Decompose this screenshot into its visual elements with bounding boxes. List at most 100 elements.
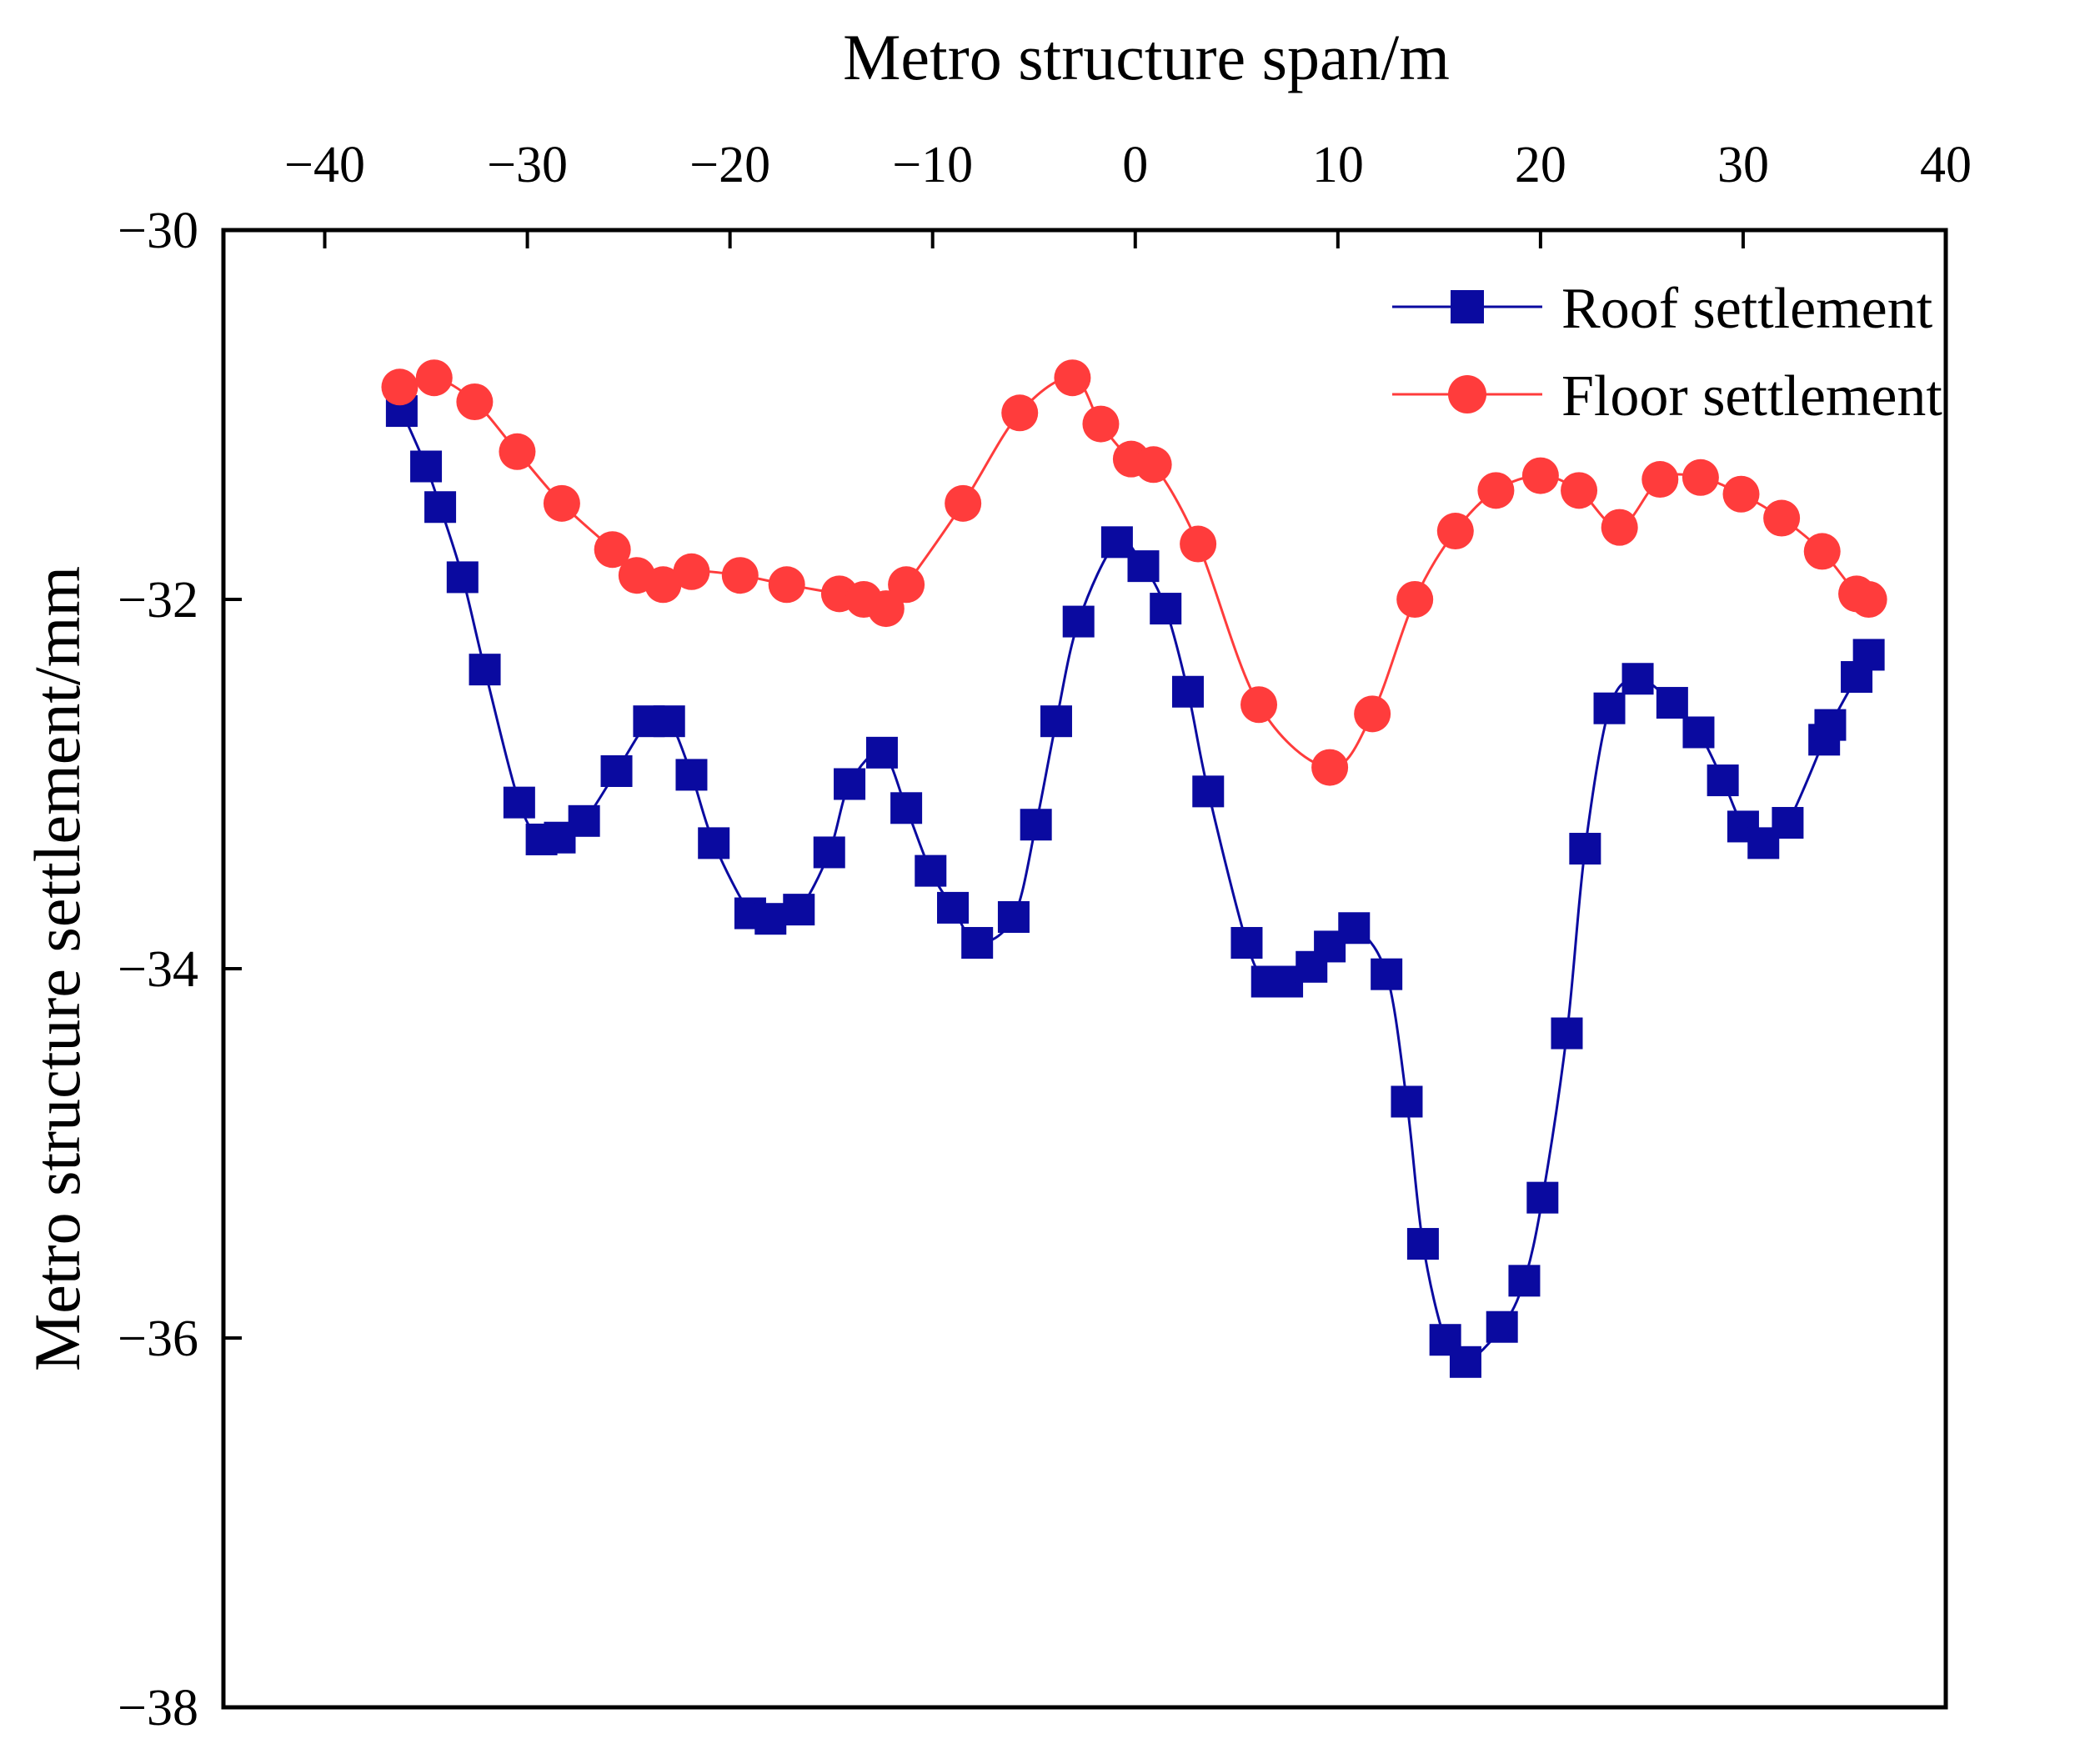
floor-settlement-point — [888, 566, 925, 604]
roof-settlement-point — [1192, 775, 1225, 808]
roof-settlement-point — [783, 894, 815, 926]
roof-settlement-point — [1593, 692, 1626, 724]
roof-settlement-point — [834, 768, 866, 800]
floor-settlement-point — [381, 368, 419, 406]
floor-settlement-point — [1850, 581, 1887, 618]
floor-settlement-point — [543, 484, 580, 522]
floor-settlement-point — [1521, 457, 1559, 494]
legend: Roof settlement Floor settlement — [1392, 277, 1942, 428]
x-tick-label: −40 — [284, 137, 365, 193]
floor-settlement-point — [644, 566, 682, 604]
y-tick-label: −32 — [118, 572, 198, 629]
floor-settlement-point — [1135, 446, 1172, 484]
floor-settlement-point — [1354, 695, 1391, 733]
roof-settlement-point — [698, 827, 730, 859]
roof-settlement-point — [754, 903, 787, 935]
data-series — [381, 359, 1887, 1378]
floor-settlement-point — [1763, 499, 1801, 537]
floor-settlement-point — [1054, 359, 1091, 397]
roof-settlement-point — [1230, 926, 1263, 959]
y-axis-title: Metro structure settlement/mm — [21, 566, 93, 1371]
floor-settlement-point — [673, 553, 710, 590]
floor-settlement-point — [867, 590, 905, 628]
floor-settlement-point — [594, 531, 631, 569]
roof-settlement-point — [1486, 1310, 1518, 1343]
floor-settlement-point — [1001, 394, 1039, 432]
roof-settlement-point — [469, 654, 501, 686]
floor-settlement-point — [945, 484, 982, 522]
plot-area-frame — [221, 228, 1948, 1710]
x-tick-label: 30 — [1717, 137, 1769, 193]
floor-settlement-point — [1561, 472, 1598, 509]
floor-settlement-point — [456, 383, 494, 420]
x-tick-label: −20 — [689, 137, 770, 193]
roof-settlement-point — [1449, 1346, 1481, 1378]
roof-settlement-point — [675, 759, 708, 791]
floor-settlement-point — [1682, 459, 1719, 496]
floor-settlement-point — [768, 566, 805, 604]
x-tick-label: 10 — [1312, 137, 1364, 193]
y-tick-label: −34 — [118, 941, 198, 998]
y-tick-label: −30 — [118, 203, 198, 259]
roof-settlement-point — [1406, 1228, 1439, 1260]
roof-settlement-point — [600, 754, 633, 787]
roof-settlement-point — [1371, 958, 1403, 990]
roof-settlement-point — [1852, 639, 1885, 671]
floor-settlement-point — [1240, 686, 1278, 724]
floor-settlement-point — [1722, 475, 1760, 513]
floor-settlement-point — [1311, 749, 1349, 786]
axis-ticks: −40 −30 −20 −10 0 10 20 30 40 −30 −32 −34 −36 −38 — [118, 137, 1972, 1736]
floor-settlement-point — [415, 359, 453, 397]
x-tick-label: −10 — [892, 137, 973, 193]
roof-settlement-point — [1621, 663, 1654, 695]
roof-settlement-point — [1551, 1017, 1583, 1050]
x-tick-label: 0 — [1122, 137, 1148, 193]
legend-floor-label: Floor settlement — [1561, 364, 1942, 428]
roof-settlement-point — [503, 786, 535, 819]
roof-settlement-point — [424, 491, 457, 524]
roof-settlement-point — [410, 450, 443, 483]
floor-settlement-point — [1477, 472, 1515, 509]
roof-settlement-point — [865, 736, 898, 769]
floor-settlement-point — [1396, 581, 1434, 618]
roof-settlement-point — [1040, 705, 1072, 738]
floor-settlement-point — [499, 433, 536, 470]
y-tick-label: −36 — [118, 1310, 198, 1367]
roof-settlement-point — [937, 891, 970, 924]
y-tick-label: −38 — [118, 1680, 198, 1736]
floor-settlement-point — [721, 557, 759, 594]
floor-settlement-point — [1803, 533, 1841, 570]
legend-roof-label: Roof settlement — [1561, 277, 1933, 341]
roof-settlement-point — [813, 836, 845, 869]
roof-settlement-point — [1020, 809, 1052, 841]
roof-settlement-point — [1150, 593, 1182, 625]
roof-settlement-point — [961, 926, 994, 959]
roof-settlement-point — [890, 792, 923, 824]
roof-settlement-point — [1391, 1085, 1423, 1118]
roof-settlement-point — [1127, 550, 1160, 583]
roof-settlement-point — [1814, 709, 1847, 741]
floor-settlement-point — [1641, 461, 1679, 499]
roof-settlement-point — [1062, 605, 1095, 638]
roof-settlement-point — [997, 900, 1030, 933]
floor-settlement-point — [1601, 509, 1638, 546]
roof-settlement-point — [1526, 1181, 1559, 1214]
roof-settlement-point — [1171, 675, 1204, 708]
roof-settlement-point — [653, 705, 685, 738]
x-tick-label: −30 — [487, 137, 568, 193]
x-tick-label: 40 — [1920, 137, 1972, 193]
roof-settlement-point — [1682, 716, 1715, 749]
roof-settlement-point — [1569, 833, 1601, 865]
roof-settlement-point — [1338, 912, 1371, 945]
roof-settlement-point — [446, 561, 479, 594]
roof-settlement-point — [1707, 764, 1739, 797]
roof-settlement-point — [1508, 1265, 1541, 1297]
legend-floor-marker — [1448, 375, 1486, 413]
roof-settlement-point — [915, 854, 947, 887]
x-tick-label: 20 — [1515, 137, 1566, 193]
legend-roof-marker — [1451, 290, 1484, 323]
roof-settlement-point — [568, 804, 600, 837]
roof-settlement-point — [1656, 687, 1688, 719]
